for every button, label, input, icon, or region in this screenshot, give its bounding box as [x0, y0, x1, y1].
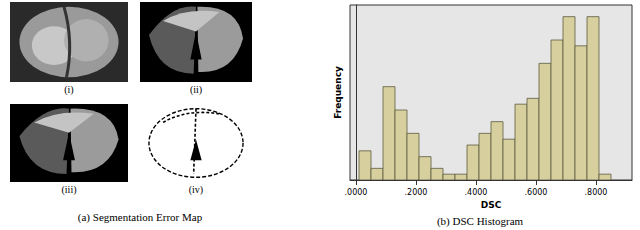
svg-text:DSC: DSC: [481, 200, 502, 210]
svg-text:.4000: .4000: [465, 188, 488, 197]
svg-text:.8000: .8000: [585, 188, 608, 197]
svg-text:(iii): (iii): [62, 184, 77, 196]
svg-text:.2000: .2000: [405, 188, 428, 197]
svg-text:(i): (i): [64, 84, 73, 96]
svg-text:(iv): (iv): [189, 184, 203, 196]
svg-text:(a) Segmentation Error Map: (a) Segmentation Error Map: [78, 211, 203, 224]
svg-text:.0000: .0000: [345, 188, 368, 197]
svg-text:(b) DSC Histogram: (b) DSC Histogram: [437, 215, 524, 228]
svg-text:.6000: .6000: [525, 188, 548, 197]
svg-text:(ii): (ii): [190, 84, 202, 96]
svg-text:Frequency: Frequency: [333, 66, 343, 119]
